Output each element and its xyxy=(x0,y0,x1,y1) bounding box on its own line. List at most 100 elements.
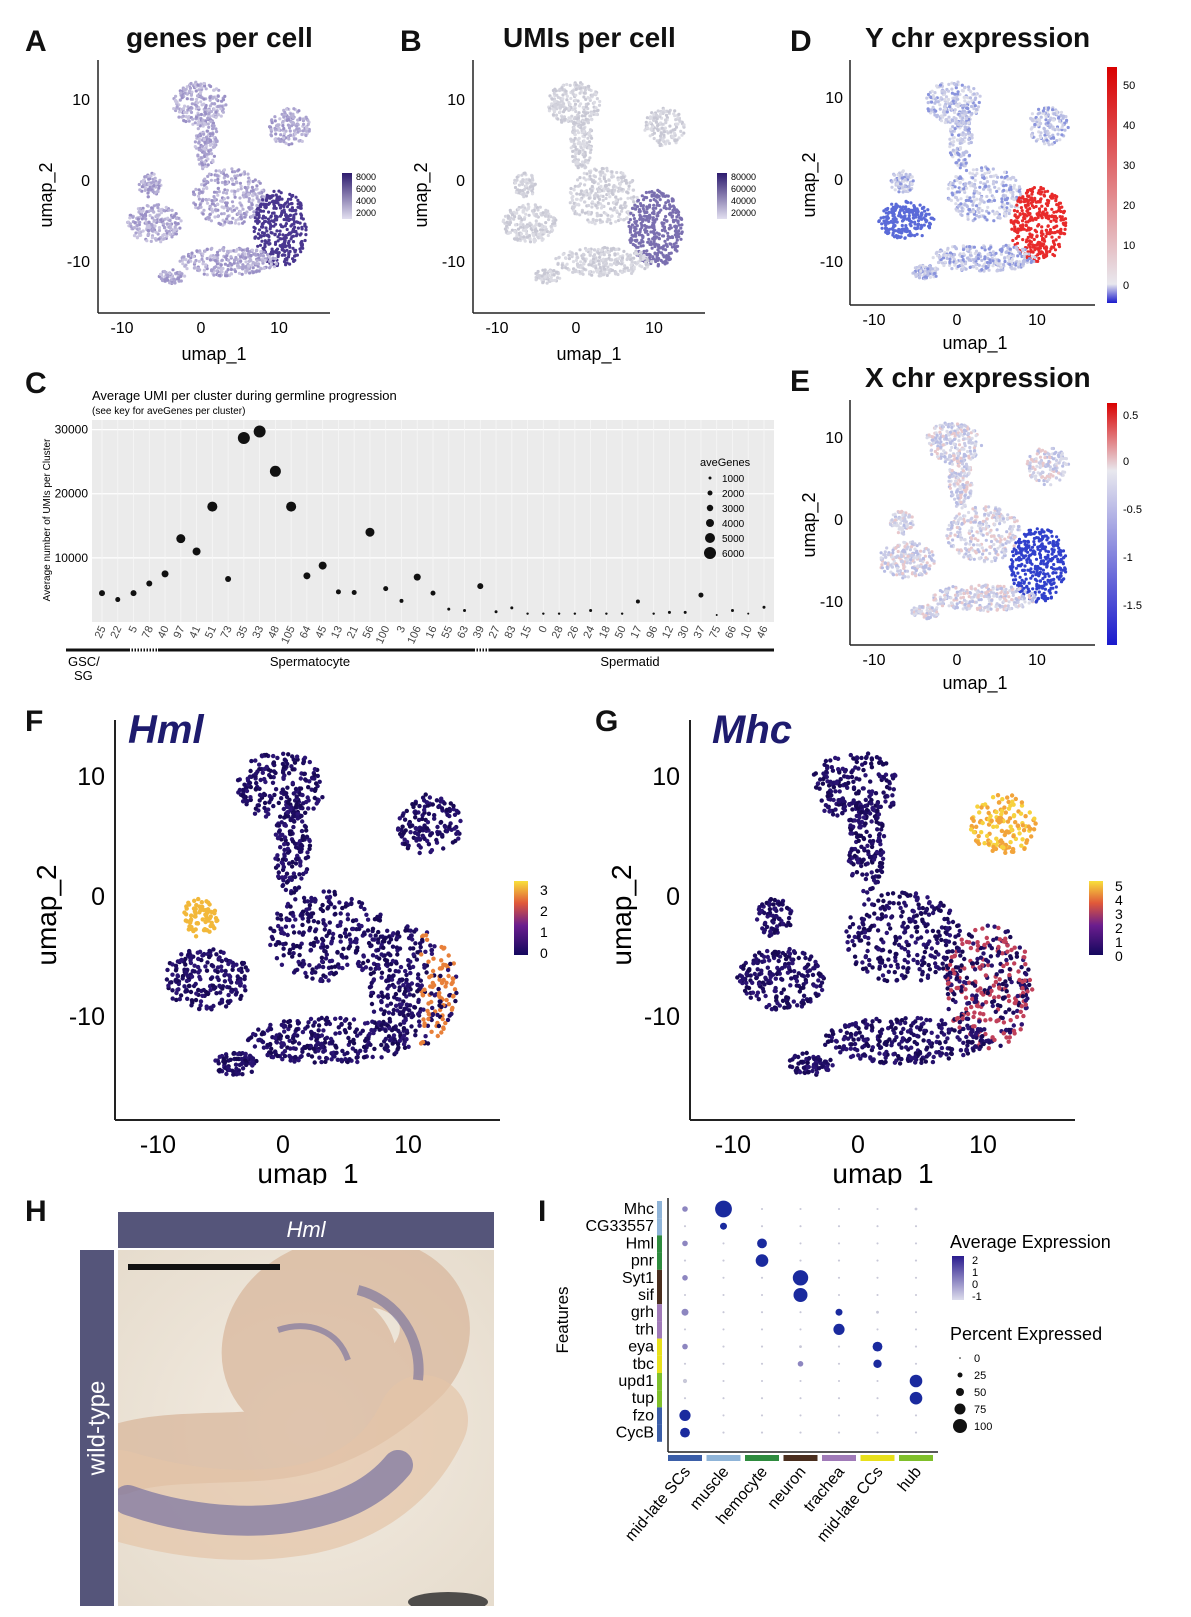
cell-point xyxy=(963,99,967,103)
cell-point xyxy=(552,99,556,104)
cell-point xyxy=(638,230,642,234)
cell-point xyxy=(625,252,629,256)
cell-point xyxy=(194,205,198,210)
cell-point xyxy=(585,141,589,145)
cell-point xyxy=(235,206,239,210)
cell-point xyxy=(1031,250,1035,254)
cell-point xyxy=(966,121,971,125)
cell-point xyxy=(564,92,568,96)
cell-point xyxy=(212,145,217,149)
cell-point xyxy=(1060,215,1064,219)
cell-point xyxy=(1007,211,1011,216)
cell-point xyxy=(180,96,184,100)
cell-point xyxy=(668,124,672,128)
cell-point xyxy=(549,224,553,228)
umap-plot-umis-per-cell: 10 0 -10 -10 0 10 umap_1 umap_2 80000 60… xyxy=(411,60,756,365)
cell-point xyxy=(939,119,944,123)
cell-point xyxy=(668,257,672,261)
cell-point xyxy=(965,150,969,154)
cell-point xyxy=(590,118,594,122)
cell-point xyxy=(250,203,254,207)
cell-point xyxy=(647,237,651,241)
cell-point xyxy=(1035,212,1039,216)
cell-point xyxy=(575,117,579,121)
cell-point xyxy=(247,199,251,203)
cell-point xyxy=(237,271,241,275)
cell-point xyxy=(270,121,274,125)
cell-point xyxy=(243,185,247,190)
cell-point xyxy=(238,247,242,251)
cell-point xyxy=(150,206,154,210)
cell-point xyxy=(581,272,585,276)
cell-point xyxy=(943,260,947,264)
cell-point xyxy=(140,217,144,221)
cell-point xyxy=(185,97,189,101)
cell-point xyxy=(197,140,201,144)
cell-point xyxy=(260,259,264,263)
cell-point xyxy=(1007,208,1011,212)
cell-point xyxy=(967,198,971,202)
cell-point xyxy=(601,258,605,262)
cell-point xyxy=(270,247,274,251)
cell-point xyxy=(197,191,201,195)
cell-point xyxy=(259,250,263,254)
cell-point xyxy=(627,187,631,191)
cell-point xyxy=(908,173,912,177)
cell-point xyxy=(954,207,958,211)
cell-point xyxy=(552,273,556,277)
cell-point xyxy=(287,126,292,130)
cell-point xyxy=(965,247,969,251)
cell-point xyxy=(257,213,261,217)
cell-point xyxy=(209,219,213,223)
cell-point xyxy=(574,161,578,165)
cell-point xyxy=(282,132,286,136)
y-axis-label: umap_2 xyxy=(36,162,57,227)
cell-point xyxy=(597,262,601,266)
cell-point xyxy=(150,229,154,233)
cell-point xyxy=(216,193,220,197)
cell-point xyxy=(1053,214,1058,219)
cell-point xyxy=(582,139,586,143)
cell-point xyxy=(565,98,569,102)
cell-point xyxy=(648,134,652,138)
cell-point xyxy=(233,170,237,174)
cell-point xyxy=(967,100,971,104)
cell-point xyxy=(132,226,136,230)
cell-point xyxy=(674,241,678,245)
cell-point xyxy=(1033,246,1037,250)
cell-point xyxy=(1002,207,1007,211)
cell-point xyxy=(581,252,585,256)
cell-point xyxy=(172,107,176,111)
cell-point xyxy=(908,188,912,192)
cell-point xyxy=(893,188,897,192)
cell-point xyxy=(951,119,955,123)
cell-point xyxy=(661,253,665,257)
cell-point xyxy=(667,226,671,230)
cell-point xyxy=(957,102,962,106)
cell-point xyxy=(275,247,280,251)
cell-point xyxy=(630,259,634,264)
cell-point xyxy=(1021,195,1025,199)
cell-point xyxy=(636,245,640,249)
cell-point xyxy=(1039,121,1043,126)
cell-point xyxy=(206,163,210,167)
cell-point xyxy=(1055,139,1059,143)
cell-point xyxy=(272,219,276,223)
cell-point xyxy=(616,260,620,264)
cell-point xyxy=(262,215,266,219)
cell-point xyxy=(1054,199,1058,203)
cell-point xyxy=(950,91,954,95)
cell-point xyxy=(1032,237,1036,242)
cell-point xyxy=(574,268,578,272)
cell-point xyxy=(967,85,971,89)
cell-point xyxy=(1051,108,1055,112)
cell-point xyxy=(550,228,555,232)
cell-point xyxy=(642,198,646,202)
cell-point xyxy=(296,198,300,202)
cell-point xyxy=(970,133,974,137)
cell-point xyxy=(571,108,575,112)
cell-point xyxy=(1037,107,1041,111)
cell-point xyxy=(1027,252,1031,256)
cell-point xyxy=(576,131,581,135)
cell-point xyxy=(579,126,583,130)
